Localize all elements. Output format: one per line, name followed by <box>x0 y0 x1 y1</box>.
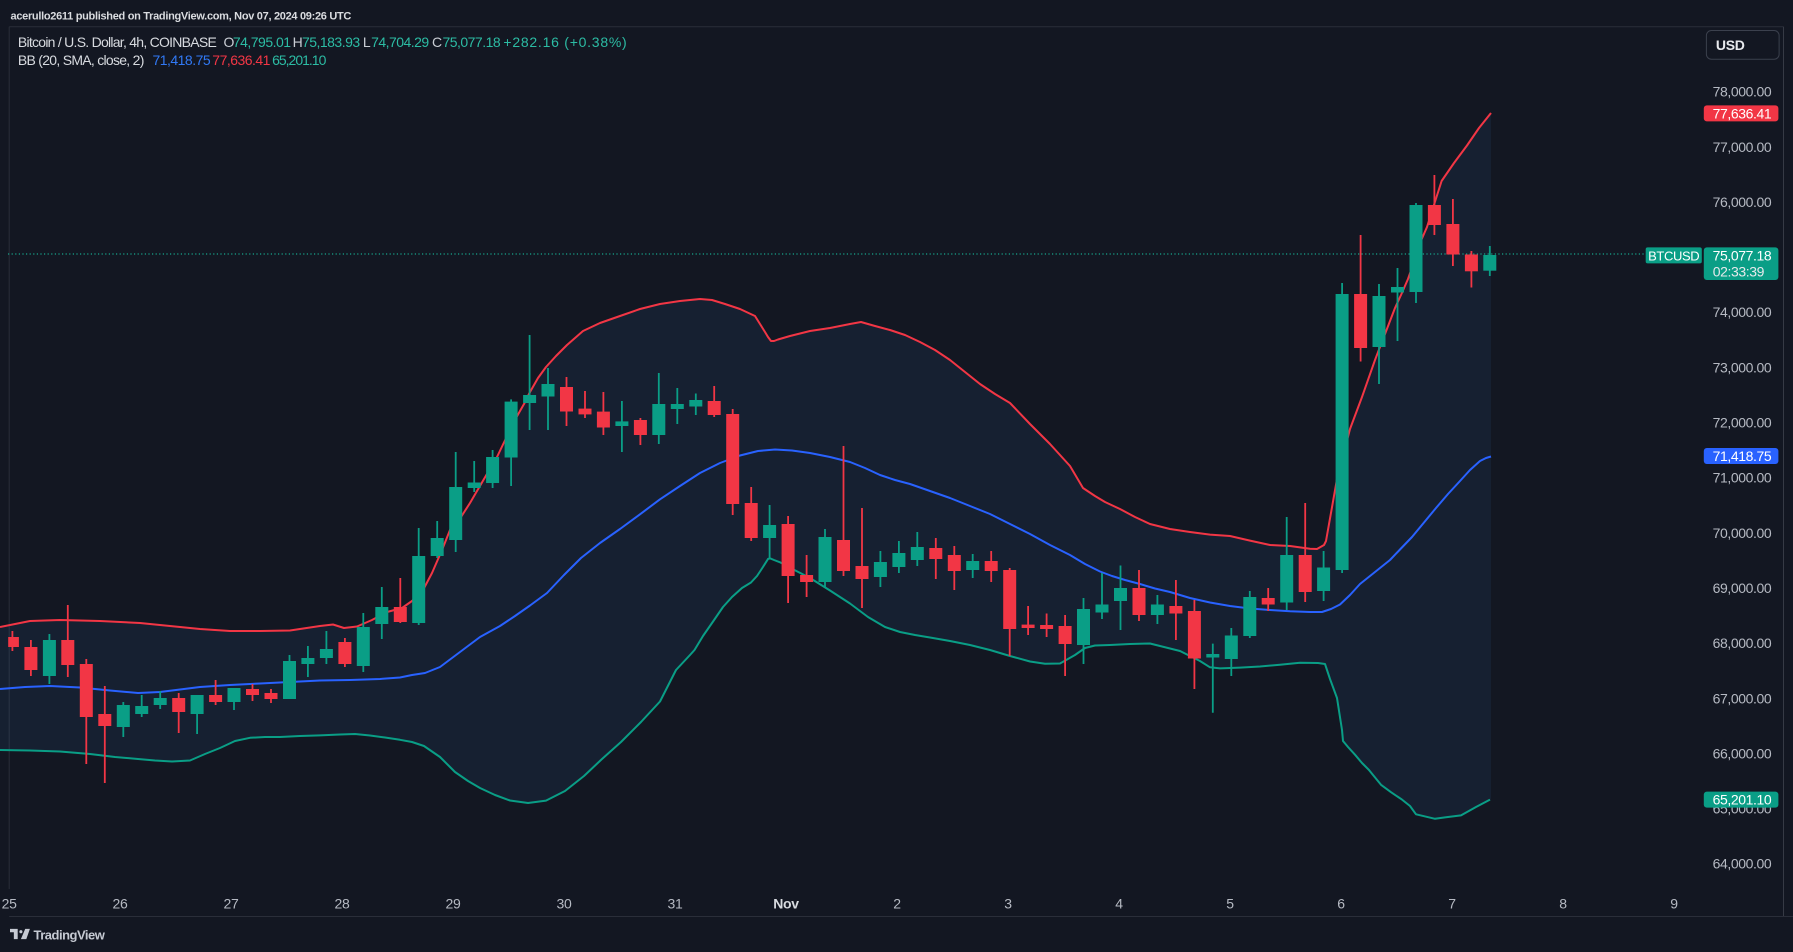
svg-text:75,077.18: 75,077.18 <box>1713 248 1772 264</box>
svg-text:77,636.41: 77,636.41 <box>212 52 270 68</box>
svg-text:74,000.00: 74,000.00 <box>1713 304 1772 320</box>
svg-text:L: L <box>363 34 371 50</box>
svg-text:67,000.00: 67,000.00 <box>1713 690 1772 706</box>
svg-text:acerullo2611 published on Trad: acerullo2611 published on TradingView.co… <box>11 11 352 23</box>
svg-text:5: 5 <box>1226 895 1234 911</box>
svg-text:65,201.10: 65,201.10 <box>1713 792 1772 808</box>
svg-text:02:33:39: 02:33:39 <box>1713 263 1765 279</box>
svg-text:74,704.29: 74,704.29 <box>371 34 429 50</box>
svg-text:USD: USD <box>1716 37 1745 53</box>
svg-text:7: 7 <box>1448 895 1456 911</box>
svg-text:BTCUSD: BTCUSD <box>1648 248 1699 263</box>
svg-text:75,077.18: 75,077.18 <box>443 34 501 50</box>
svg-text:4: 4 <box>1115 895 1123 911</box>
svg-text:74,795.01: 74,795.01 <box>233 34 291 50</box>
svg-text:66,000.00: 66,000.00 <box>1713 745 1772 761</box>
svg-text:64,000.00: 64,000.00 <box>1713 856 1772 872</box>
svg-text:3: 3 <box>1004 895 1012 911</box>
svg-text:76,000.00: 76,000.00 <box>1713 194 1772 210</box>
svg-text:77,636.41: 77,636.41 <box>1713 105 1772 121</box>
svg-text:65,201.10: 65,201.10 <box>272 52 326 68</box>
svg-text:O: O <box>224 34 235 50</box>
svg-text:TradingView: TradingView <box>34 928 106 943</box>
svg-text:9: 9 <box>1670 895 1678 911</box>
svg-text:31: 31 <box>668 895 683 911</box>
svg-text:2: 2 <box>893 895 901 911</box>
svg-text:69,000.00: 69,000.00 <box>1713 580 1772 596</box>
svg-text:73,000.00: 73,000.00 <box>1713 359 1772 375</box>
svg-text:68,000.00: 68,000.00 <box>1713 635 1772 651</box>
svg-text:6: 6 <box>1337 895 1345 911</box>
svg-text:BB (20, SMA, close, 2): BB (20, SMA, close, 2) <box>18 52 144 68</box>
svg-text:71,000.00: 71,000.00 <box>1713 470 1772 486</box>
svg-text:Bitcoin / U.S. Dollar, 4h, COI: Bitcoin / U.S. Dollar, 4h, COINBASE <box>18 34 217 50</box>
svg-text:H: H <box>293 34 303 50</box>
svg-text:27: 27 <box>224 895 239 911</box>
svg-text:72,000.00: 72,000.00 <box>1713 415 1772 431</box>
svg-text:70,000.00: 70,000.00 <box>1713 525 1772 541</box>
svg-text:75,183.93: 75,183.93 <box>302 34 360 50</box>
svg-text:26: 26 <box>113 895 128 911</box>
svg-text:78,000.00: 78,000.00 <box>1713 84 1772 100</box>
svg-text:71,418.75: 71,418.75 <box>153 52 211 68</box>
svg-text:+282.16 (+0.38%): +282.16 (+0.38%) <box>503 34 627 50</box>
svg-text:30: 30 <box>557 895 572 911</box>
svg-text:77,000.00: 77,000.00 <box>1713 139 1772 155</box>
svg-text:8: 8 <box>1559 895 1567 911</box>
svg-text:C: C <box>432 34 442 50</box>
svg-text:29: 29 <box>446 895 461 911</box>
svg-text:28: 28 <box>335 895 350 911</box>
svg-text:71,418.75: 71,418.75 <box>1713 448 1772 464</box>
svg-text:Nov: Nov <box>773 895 799 911</box>
svg-text:25: 25 <box>2 895 17 911</box>
